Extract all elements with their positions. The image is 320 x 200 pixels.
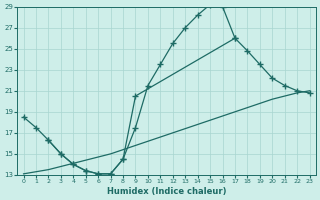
- X-axis label: Humidex (Indice chaleur): Humidex (Indice chaleur): [107, 187, 226, 196]
